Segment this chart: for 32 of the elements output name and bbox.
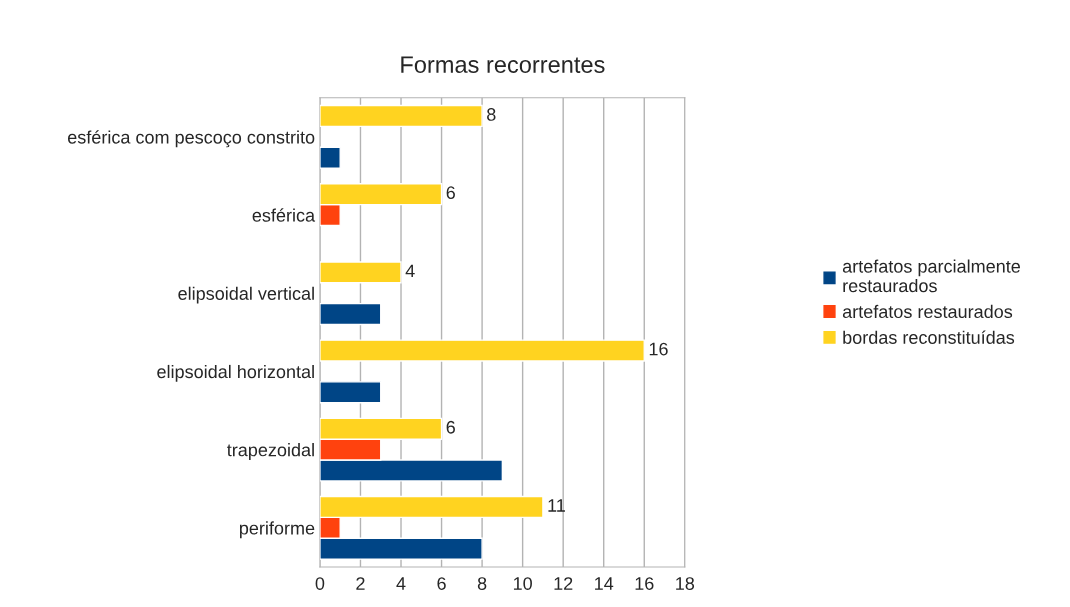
x-tick-label: 4 — [396, 577, 406, 590]
data-label: 4 — [405, 264, 415, 278]
x-tick-label: 10 — [513, 577, 532, 590]
x-tick-label: 18 — [676, 577, 695, 590]
data-label: 6 — [446, 420, 455, 434]
x-tick-label: 16 — [635, 577, 654, 590]
y-tick-label: periforme — [239, 521, 315, 539]
bar — [319, 381, 382, 404]
x-tick-label: 6 — [437, 577, 446, 590]
bar — [319, 146, 341, 169]
y-tick-label: esférica — [252, 208, 316, 222]
data-label: 8 — [487, 108, 496, 121]
data-label: 11 — [548, 499, 565, 512]
x-tick-label: 8 — [477, 577, 487, 590]
data-label: 6 — [446, 186, 455, 200]
x-tick-label: 14 — [595, 577, 614, 590]
y-tick-label: esférica com pescoço constrito — [67, 130, 315, 148]
x-tick-label: 2 — [356, 577, 365, 590]
y-tick-label: elipsoidal vertical — [178, 286, 314, 304]
data-label: 16 — [649, 342, 668, 356]
legend-label: artefatos restaurados — [842, 304, 1013, 319]
legend-label: artefatos parcialmente restaurados — [842, 259, 1020, 293]
y-tick-label: elipsoidal horizontal — [157, 364, 314, 382]
bar — [319, 261, 402, 284]
bar — [319, 104, 483, 128]
x-tick-label: 12 — [554, 577, 573, 590]
y-tick-label: trapezoidal — [227, 443, 314, 460]
legend-label: bordas reconstituídas — [843, 330, 1015, 344]
chart-title: Formas recorrentes — [401, 56, 605, 73]
x-tick-label: 0 — [315, 577, 325, 590]
bar — [319, 339, 645, 362]
bar — [319, 302, 382, 326]
